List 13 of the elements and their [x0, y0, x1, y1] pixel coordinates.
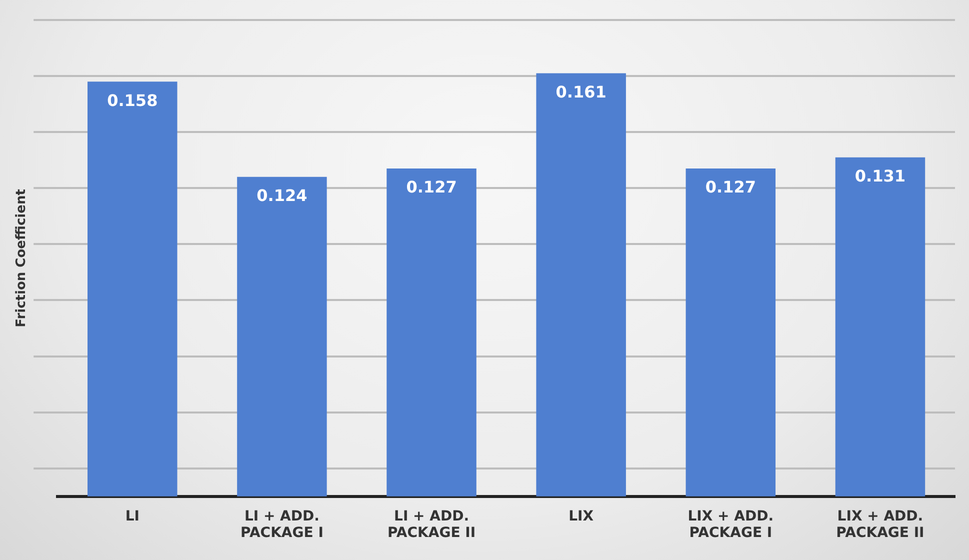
x-tick-label: LIX + ADD. PACKAGE I [688, 508, 774, 542]
x-tick-label: LIX [568, 508, 594, 524]
data-label: 0.158 [107, 90, 158, 110]
x-tick-label: LIX + ADD. PACKAGE II [836, 508, 924, 542]
data-label: 0.131 [854, 166, 906, 186]
x-tick-label: LI + ADD. PACKAGE I [240, 508, 324, 542]
data-label: 0.127 [705, 178, 756, 197]
x-tick-label: LI [125, 508, 140, 524]
y-axis-title: Friction Coefficient [14, 189, 30, 328]
data-label: 0.161 [556, 82, 606, 102]
data-label: 0.124 [256, 186, 308, 206]
x-tick-label: LI + ADD. PACKAGE II [387, 508, 476, 542]
data-label: 0.127 [406, 178, 457, 197]
